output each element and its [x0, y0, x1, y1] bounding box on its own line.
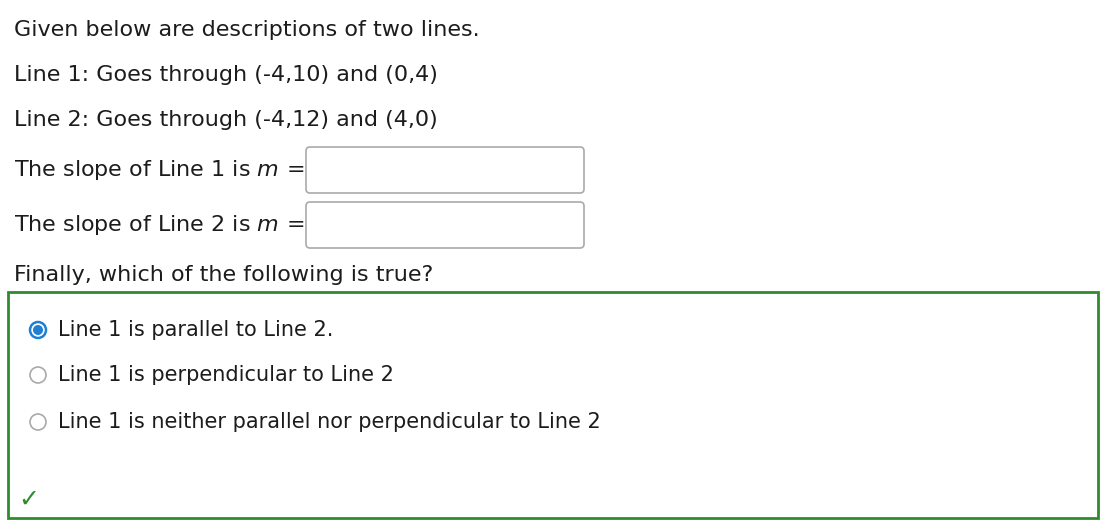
FancyBboxPatch shape: [8, 292, 1098, 518]
Text: Line 2: Goes through (-4,12) and (4,0): Line 2: Goes through (-4,12) and (4,0): [14, 110, 438, 130]
FancyBboxPatch shape: [306, 147, 584, 193]
Text: Line 1 is parallel to Line 2.: Line 1 is parallel to Line 2.: [58, 320, 334, 340]
Circle shape: [30, 414, 46, 430]
Circle shape: [33, 325, 43, 335]
Text: The slope of Line 1 is $m\,=$: The slope of Line 1 is $m\,=$: [14, 158, 305, 182]
FancyBboxPatch shape: [306, 202, 584, 248]
Circle shape: [30, 322, 46, 338]
Text: Line 1 is neither parallel nor perpendicular to Line 2: Line 1 is neither parallel nor perpendic…: [58, 412, 600, 432]
Text: Line 1 is perpendicular to Line 2: Line 1 is perpendicular to Line 2: [58, 365, 394, 385]
Text: Given below are descriptions of two lines.: Given below are descriptions of two line…: [14, 20, 479, 40]
Text: ✓: ✓: [18, 488, 39, 512]
Text: Line 1: Goes through (-4,10) and (0,4): Line 1: Goes through (-4,10) and (0,4): [14, 65, 438, 85]
Text: Finally, which of the following is true?: Finally, which of the following is true?: [14, 265, 434, 285]
Text: The slope of Line 2 is $m\,=$: The slope of Line 2 is $m\,=$: [14, 213, 305, 237]
Circle shape: [30, 367, 46, 383]
